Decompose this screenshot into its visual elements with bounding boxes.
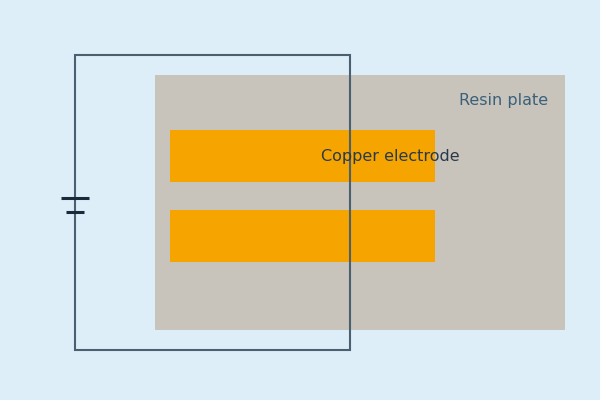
- Bar: [170, 210, 435, 262]
- Bar: [75, 55, 350, 350]
- Bar: [155, 75, 565, 330]
- Text: Copper electrode: Copper electrode: [320, 148, 460, 164]
- Text: Resin plate: Resin plate: [459, 92, 548, 108]
- Bar: [170, 130, 435, 182]
